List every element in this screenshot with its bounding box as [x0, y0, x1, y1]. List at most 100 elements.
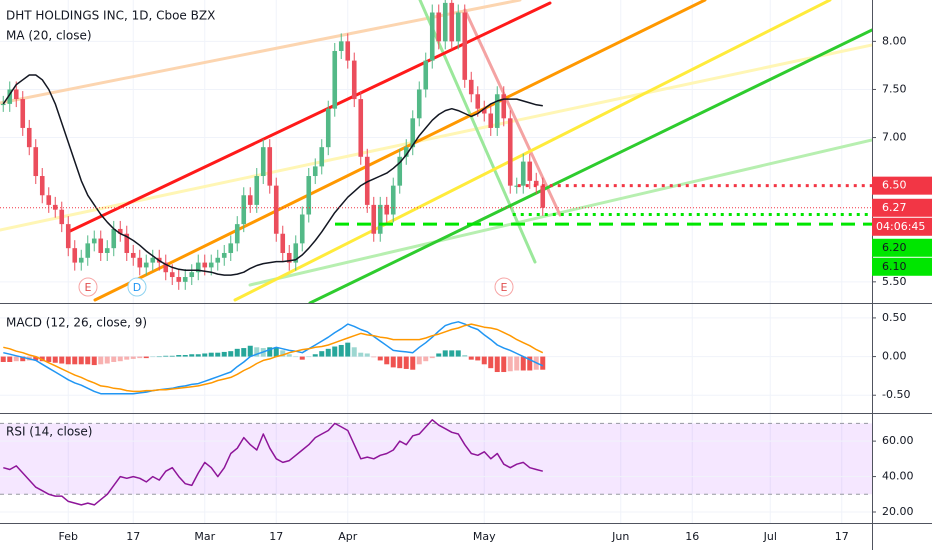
histogram-bar — [423, 356, 429, 362]
histogram-bar — [293, 356, 299, 358]
axis: Feb 17 Mar 17 Apr May Jun 16 Jul 17 8.00 7.50 7.00 5.… — [59, 34, 932, 543]
price-label: 6.20 — [882, 241, 907, 254]
histogram-bar — [507, 356, 513, 372]
candle — [59, 209, 65, 225]
histogram-bar — [312, 354, 318, 357]
candle — [65, 224, 71, 249]
candle — [189, 272, 195, 278]
candle — [228, 243, 234, 253]
candle — [215, 257, 221, 263]
candle — [358, 99, 364, 157]
countdown-box — [872, 217, 932, 236]
histogram-bar — [78, 356, 84, 365]
candle — [423, 60, 429, 90]
drawings — [0, 0, 872, 303]
event-label: D — [133, 281, 141, 294]
trend-line — [463, 8, 562, 217]
price-label: 6.50 — [882, 179, 907, 192]
series-line — [2, 74, 543, 276]
candle — [384, 204, 390, 215]
candle — [397, 156, 403, 186]
price-label-box — [872, 198, 932, 217]
candle — [514, 185, 520, 187]
candle — [221, 252, 227, 258]
histogram-bar — [332, 346, 338, 357]
x-tick-label: Mar — [194, 530, 215, 543]
candle — [143, 262, 149, 268]
histogram-bar — [221, 351, 227, 357]
price-label-box — [872, 238, 932, 257]
x-tick-label: Jul — [763, 530, 777, 543]
candle — [332, 50, 338, 109]
candle — [429, 12, 435, 61]
candle — [169, 272, 175, 278]
trend-line — [0, 43, 872, 232]
candle — [494, 94, 500, 128]
event-marker[interactable] — [127, 277, 147, 297]
candle — [436, 12, 442, 42]
candle — [39, 176, 45, 196]
histogram-bar — [280, 350, 286, 357]
histogram-bar — [501, 356, 507, 373]
candle — [507, 118, 513, 186]
histogram-bar — [371, 356, 377, 358]
histogram-bar — [52, 356, 58, 363]
histogram-bar — [182, 355, 188, 357]
candle — [52, 204, 58, 210]
candle — [91, 238, 97, 244]
event-marker[interactable] — [78, 277, 98, 297]
candle — [163, 262, 169, 273]
candle — [150, 257, 156, 263]
candle — [7, 89, 13, 104]
series-line — [3, 321, 544, 395]
x-tick-label: 17 — [835, 530, 849, 543]
candle — [377, 204, 383, 234]
candle — [26, 127, 32, 148]
candle — [13, 89, 19, 100]
candle — [176, 277, 182, 282]
histogram-bar — [475, 356, 481, 361]
candle — [254, 176, 260, 205]
histogram-bar — [130, 356, 136, 359]
histogram-bar — [215, 352, 221, 357]
candle — [98, 238, 104, 253]
legend-entry: MA (20, close) — [6, 29, 92, 43]
histogram-bar — [176, 355, 182, 357]
candle — [338, 41, 344, 51]
histogram-bar — [234, 348, 240, 357]
histogram-bar — [98, 356, 104, 365]
rsi-band — [0, 423, 872, 495]
histogram-bar — [124, 356, 130, 360]
candle — [78, 257, 84, 263]
candle — [286, 252, 292, 263]
histogram-bar — [306, 356, 312, 358]
candle — [449, 2, 455, 42]
candle — [20, 99, 26, 128]
x-tick-label: May — [473, 530, 496, 543]
candle — [208, 262, 214, 268]
histogram-bar — [351, 347, 357, 357]
candle — [488, 113, 494, 128]
histogram-bar — [429, 356, 435, 359]
histogram-bar — [117, 356, 123, 362]
candle — [481, 108, 487, 114]
histogram-bar — [436, 353, 442, 357]
histogram-bar — [91, 356, 97, 366]
candle — [273, 185, 279, 234]
x-tick-label: Jun — [611, 530, 629, 543]
candle — [364, 156, 370, 205]
candle — [455, 12, 461, 42]
candle — [319, 147, 325, 167]
candle — [241, 195, 247, 225]
histogram-bar — [72, 356, 78, 365]
y-tick-label: 0.00 — [882, 350, 907, 363]
candle — [182, 277, 188, 282]
event-marker[interactable] — [494, 277, 514, 297]
x-tick-label: 16 — [685, 530, 699, 543]
candle — [293, 243, 299, 263]
histogram-bar — [156, 356, 162, 358]
x-tick-label: Apr — [338, 530, 358, 543]
y-tick-label: 7.00 — [882, 131, 907, 144]
histogram-bar — [462, 355, 468, 357]
price-label: 6.10 — [882, 260, 907, 273]
